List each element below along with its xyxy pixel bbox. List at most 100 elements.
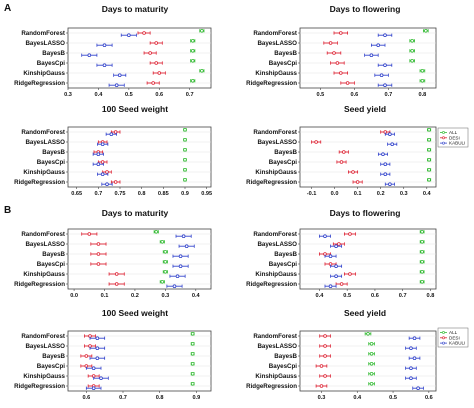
data-point [412,356,417,361]
x-tick-label: 0.8 [427,293,435,299]
chart-panel-4: Seed yield RandomForest BayesLASSO BayesB Ba… [246,104,437,197]
category-label: BayesB [42,149,65,156]
legend-label: ALL [449,130,458,135]
data-point [341,150,346,154]
category-label: BayesCpi [269,363,297,370]
data-point [332,51,336,55]
plot-frame [67,126,212,188]
category-label: BayesLASSO [257,139,297,146]
data-point [314,140,318,144]
data-point [427,138,431,142]
category-label: RidgeRegression [14,179,65,186]
x-tick-label: 0.0 [70,293,78,299]
category-label: BayesB [274,149,297,156]
x-tick-label: 0.7 [94,191,102,197]
data-point [409,376,413,381]
data-point [339,282,344,286]
data-point [388,132,392,137]
data-point [383,172,388,177]
data-point [366,331,370,336]
data-point [410,58,415,63]
category-label: RandomForest [21,129,65,136]
data-point [160,240,165,244]
legend-marker [442,341,445,345]
x-tick-label: 0.8 [138,191,146,197]
data-point [334,264,338,269]
category-label: RidgeRegression [246,80,297,87]
plot-frame [299,126,437,188]
category-label: BayesLASSO [25,139,65,146]
data-point [323,354,327,358]
x-tick-label: 0.3 [318,395,326,401]
data-point [183,138,187,142]
chart-panel-8: Seed yield RandomForest BayesLASSO BayesB Ba… [246,308,437,401]
chart-title: 100 Seed weight [102,104,168,114]
category-label: KinshipGauss [23,271,65,278]
data-point [383,162,388,167]
data-point [178,254,183,259]
data-point [348,232,352,236]
x-tick-label: 0.4 [423,191,432,197]
chart-panel-5: Days to maturity RandomForest BayesLASSO Ba… [14,208,212,299]
x-tick-label: 0.2 [131,293,139,299]
data-point [319,364,324,368]
data-point [114,282,119,286]
category-label: BayesLASSO [25,40,65,47]
legend-marker [442,136,445,140]
data-point [190,361,195,366]
chart-title: Days to flowering [330,208,401,218]
x-tick-label: 0.1 [101,293,109,299]
data-point [420,230,424,234]
x-tick-label: 0.0 [331,191,339,197]
data-point [427,158,431,162]
category-label: RidgeRegression [14,80,65,87]
legend-label: DESI [449,335,460,340]
chart-title: Seed yield [344,308,386,318]
data-point [163,259,168,264]
data-point [323,334,327,338]
category-label: RandomForest [253,129,297,136]
category-label: RandomForest [253,333,297,340]
data-point [172,284,177,289]
data-point [328,284,333,289]
category-label: BayesB [42,251,65,258]
x-tick-label: 0.5 [317,92,325,98]
data-point [339,160,344,164]
data-point [328,254,333,259]
data-point [410,38,415,43]
chart-title: 100 Seed weight [102,308,168,318]
data-point [338,31,343,35]
data-point [416,386,420,391]
x-tick-label: 0.3 [400,191,408,197]
data-point [369,381,374,386]
category-label: RandomForest [21,333,65,340]
x-tick-label: 0.7 [119,395,127,401]
chart-title: Days to maturity [102,4,169,14]
data-point [117,73,122,77]
data-point [154,230,159,234]
category-label: RandomForest [21,231,65,238]
x-tick-label: 0.95 [201,191,212,197]
data-point [420,279,424,284]
data-point [369,361,374,366]
data-point [369,341,374,346]
data-point [427,168,431,172]
plot-frame [67,330,212,392]
category-label: RandomForest [21,30,65,37]
data-point [388,182,392,187]
data-point [376,43,381,47]
data-point [163,269,168,274]
category-label: BayesB [42,353,65,360]
data-point [337,242,341,246]
category-label: KinshipGauss [23,373,65,380]
data-point [96,262,101,266]
category-label: BayesB [42,50,65,57]
category-label: BayesB [274,353,297,360]
data-point [96,162,101,167]
data-point [355,180,360,184]
data-point [427,178,431,182]
data-point [351,170,355,174]
plot-frame [67,228,212,290]
data-point [84,354,89,358]
data-point [369,53,374,57]
